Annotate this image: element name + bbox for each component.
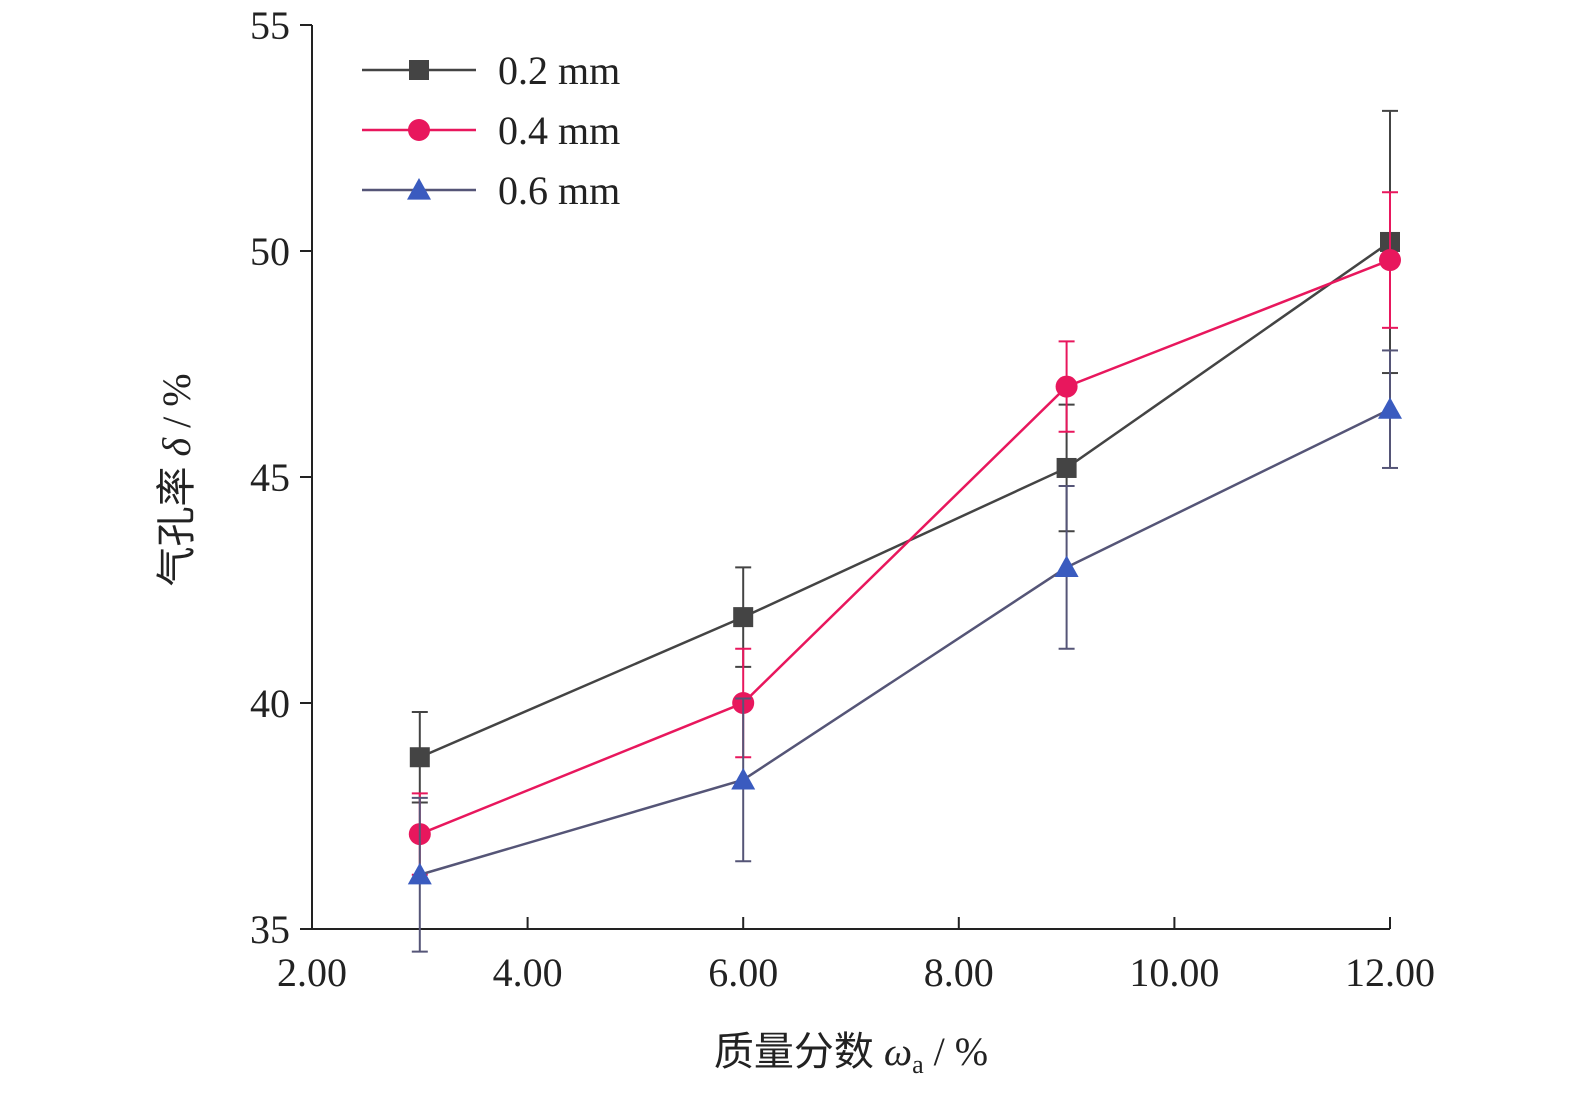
legend: 0.2 mm 0.4 mm 0.6 mm — [362, 48, 620, 213]
x-tick-label: 4.00 — [493, 950, 563, 995]
data-point — [733, 607, 754, 628]
legend-label: 0.2 mm — [498, 48, 620, 93]
x-tick-label: 12.00 — [1345, 950, 1435, 995]
y-axis-title-symbol: δ — [154, 437, 199, 457]
x-tick-label: 8.00 — [924, 950, 994, 995]
y-tick-label: 55 — [250, 3, 290, 48]
y-axis-title-unit: / % — [154, 373, 199, 437]
x-axis-title-main: 质量分数 — [714, 1029, 884, 1074]
data-point — [1056, 457, 1077, 478]
legend-label: 0.6 mm — [498, 168, 620, 213]
y-axis-title-main: 气孔率 — [154, 457, 199, 587]
series-line — [419, 258, 1391, 836]
y-tick-label: 35 — [250, 907, 290, 952]
x-axis-title-unit: / % — [924, 1029, 988, 1074]
series-line — [419, 240, 1391, 759]
x-axis-title: 质量分数 ωa / % — [714, 1029, 988, 1079]
legend-label: 0.4 mm — [498, 108, 620, 153]
series-layer — [407, 109, 1402, 953]
y-ticks: 35 40 45 50 55 — [250, 3, 312, 952]
data-point — [731, 767, 756, 790]
series-1 — [408, 191, 1401, 876]
legend-marker — [408, 119, 430, 141]
x-axis-title-symbol: ω — [884, 1029, 912, 1074]
series-line — [419, 408, 1391, 876]
data-point — [1054, 555, 1079, 577]
x-ticks: 2.00 4.00 6.00 8.00 10.00 12.00 — [277, 917, 1435, 995]
x-tick-label: 6.00 — [708, 950, 778, 995]
x-tick-label: 2.00 — [277, 950, 347, 995]
x-tick-label: 10.00 — [1129, 950, 1219, 995]
x-axis-title-subscript: a — [912, 1050, 924, 1079]
y-tick-label: 50 — [250, 229, 290, 274]
data-point — [1379, 249, 1401, 272]
data-point — [409, 747, 430, 768]
y-tick-label: 40 — [250, 681, 290, 726]
data-point — [407, 862, 432, 885]
series-0 — [409, 109, 1400, 804]
data-point — [1378, 397, 1402, 419]
data-point — [1055, 375, 1078, 398]
axes — [311, 25, 1390, 930]
legend-marker — [407, 178, 431, 200]
y-tick-label: 45 — [250, 455, 290, 500]
legend-marker — [409, 60, 429, 80]
y-axis-title: 气孔率 δ / % — [154, 373, 199, 586]
series-2 — [407, 349, 1402, 953]
